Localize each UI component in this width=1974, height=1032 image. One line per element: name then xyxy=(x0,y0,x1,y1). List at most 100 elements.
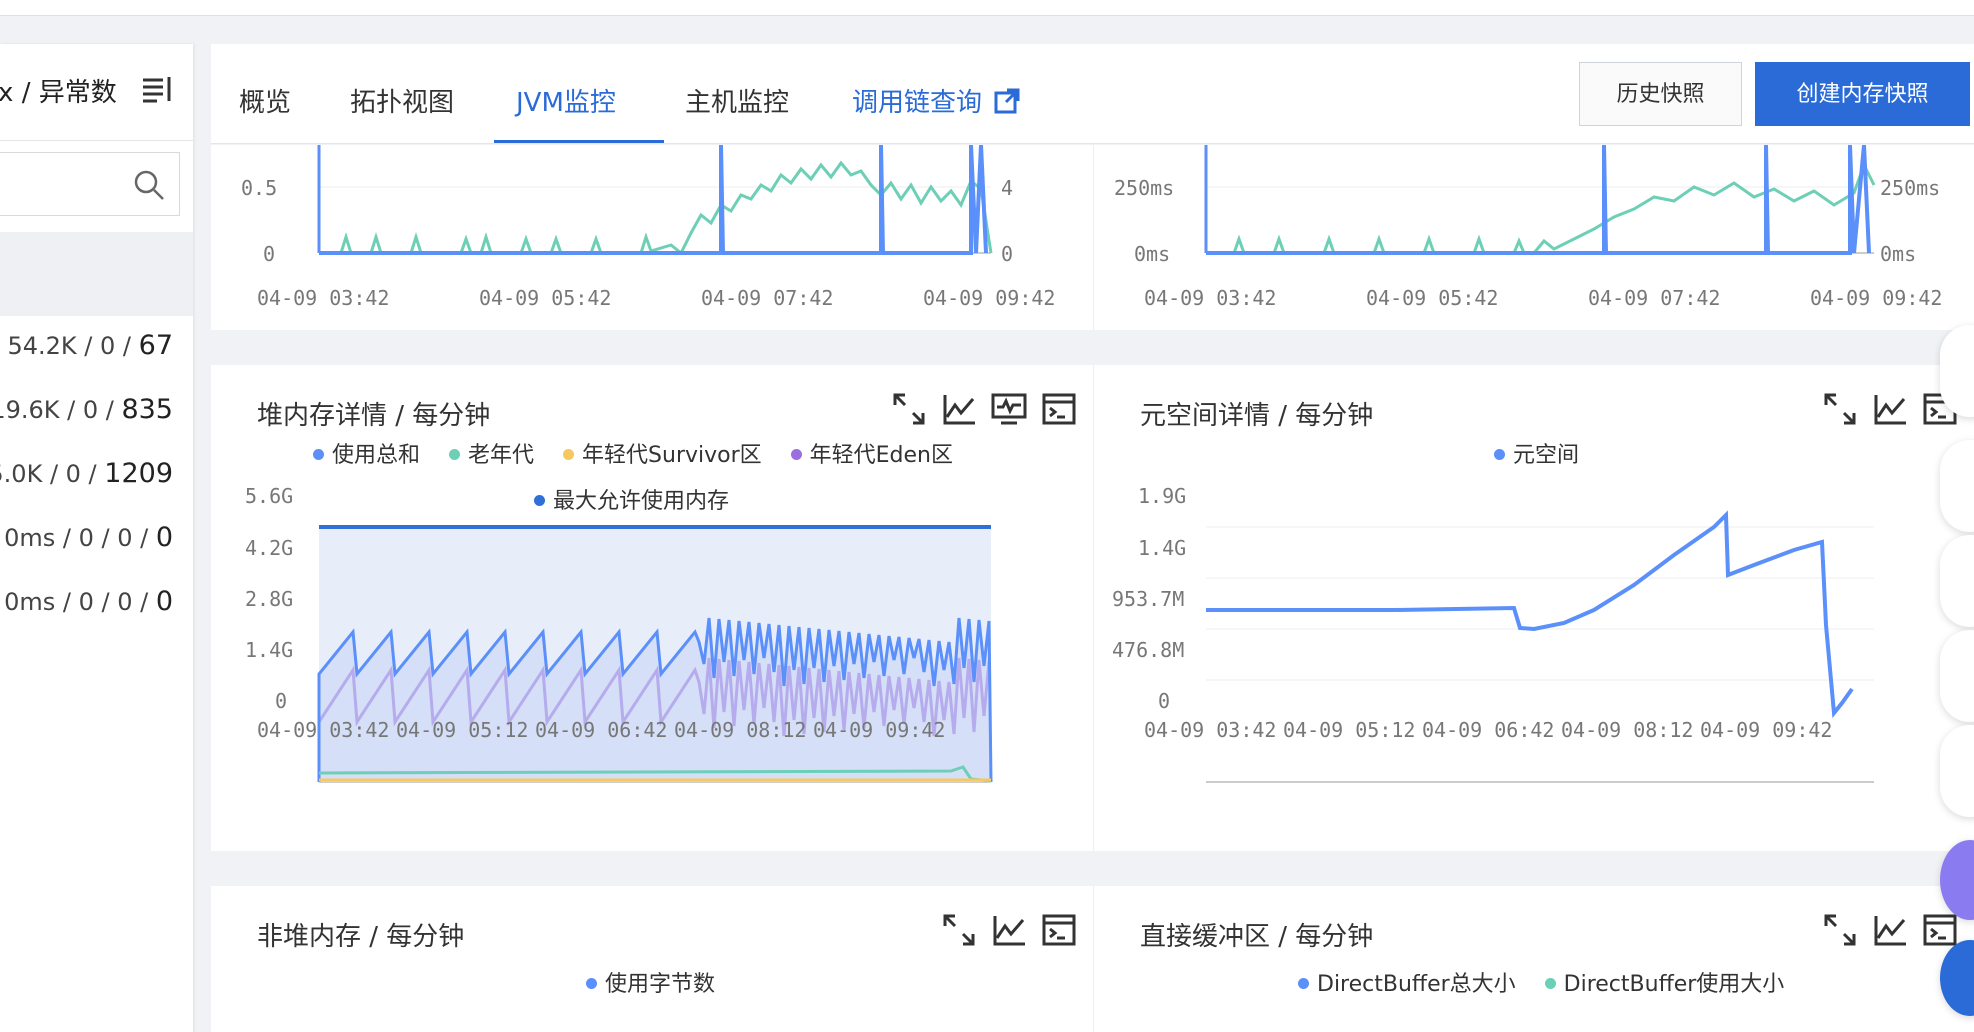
x-tick: 04-09 06:42 xyxy=(535,718,667,742)
tab-host[interactable]: 主机监控 xyxy=(685,88,790,118)
list-item[interactable]: / 54.2K / 0 / 67 xyxy=(0,330,173,361)
y-tick: 1.4G xyxy=(245,638,293,662)
top-left-chart: 0.5 0 4 0 04-09 03:42 04-09 05:42 04-09 … xyxy=(241,144,1055,310)
divider xyxy=(0,140,193,141)
y-tick: 476.8M xyxy=(1112,638,1184,662)
float-button-home[interactable] xyxy=(1940,325,1974,417)
list-item-count: 67 xyxy=(138,330,173,361)
y-tick: 953.7M xyxy=(1112,587,1184,611)
service-list-panel: x / 异常数 / 54.2K / 0 / 67 19.6K / 0 / 835… xyxy=(0,44,193,1032)
y-tick: 0 xyxy=(275,689,287,713)
tab-trace-link[interactable]: 调用链查询 xyxy=(852,82,1020,119)
x-tick: 04-09 05:42 xyxy=(1366,286,1498,310)
float-button-chart[interactable] xyxy=(1940,725,1974,817)
monitor-icon[interactable] xyxy=(991,391,1027,427)
legend-item[interactable]: DirectBuffer使用大小 xyxy=(1544,972,1784,997)
legend-item[interactable]: 元空间 xyxy=(1494,443,1579,468)
chart-card-top-left: 0.5 0 4 0 04-09 03:42 04-09 05:42 04-09 … xyxy=(211,144,1093,330)
list-item-stats: 19.6K / 0 / xyxy=(0,396,122,424)
fullscreen-icon[interactable] xyxy=(941,912,977,948)
list-item-count: 1209 xyxy=(104,458,173,489)
fullscreen-icon[interactable] xyxy=(1822,912,1858,948)
search-input[interactable] xyxy=(0,152,180,216)
tab-topology[interactable]: 拓扑视图 xyxy=(350,88,455,118)
float-button-translate[interactable] xyxy=(1940,535,1974,627)
heap-memory-card: 堆内存详情 / 每分钟 使用总和 老年代 年轻代Survivor区 年轻代Ede… xyxy=(211,365,1093,851)
console-icon[interactable] xyxy=(1922,912,1958,948)
legend-item[interactable]: 最大允许使用内存 xyxy=(534,489,729,514)
tab-bar: 概览 拓扑视图 JVM监控 主机监控 调用链查询 历史快照 创建内存快照 xyxy=(211,44,1974,144)
x-tick: 04-09 05:12 xyxy=(396,718,528,742)
chart-legend: 使用总和 老年代 年轻代Survivor区 年轻代Eden区 xyxy=(313,437,975,469)
heap-chart: 5.6G 4.2G 2.8G 1.4G 0 04-09 03:42 04-09 … xyxy=(245,484,993,783)
card-title: 非堆内存 / 每分钟 xyxy=(257,922,465,952)
top-bar xyxy=(0,0,1974,16)
create-heap-snapshot-button[interactable]: 创建内存快照 xyxy=(1755,62,1970,126)
list-item-stats: 0ms / 0 / 0 / xyxy=(4,588,156,616)
metaspace-chart: 1.9G 1.4G 953.7M 476.8M 0 04-09 03:42 04… xyxy=(1112,484,1874,783)
y-tick: 4.2G xyxy=(245,536,293,560)
metaspace-card: 元空间详情 / 每分钟 元空间 1.9G 1.4G 953.7M 476.8M … xyxy=(1093,365,1974,851)
top-left-green-series xyxy=(319,160,993,256)
list-item-count: 835 xyxy=(121,394,173,425)
y-tick: 0 xyxy=(263,242,275,266)
x-tick: 04-09 05:12 xyxy=(1283,718,1415,742)
chart-legend-row2: 最大允许使用内存 xyxy=(534,483,751,515)
x-tick: 04-09 09:42 xyxy=(1810,286,1942,310)
list-item-count: 0 xyxy=(155,586,173,617)
y-tick: 1.4G xyxy=(1138,536,1186,560)
tab-jvm[interactable]: JVM监控 xyxy=(516,88,616,118)
list-header-label: x / 异常数 xyxy=(0,78,117,108)
line-chart-icon[interactable] xyxy=(941,391,977,427)
fullscreen-icon[interactable] xyxy=(1822,391,1858,427)
legend-item[interactable]: 使用总和 xyxy=(313,443,420,468)
float-button-cart[interactable] xyxy=(1940,440,1974,532)
list-item-selected[interactable] xyxy=(0,232,193,316)
legend-item[interactable]: 年轻代Survivor区 xyxy=(563,443,762,468)
y-tick: 0ms xyxy=(1134,242,1170,266)
card-toolbar xyxy=(941,912,1077,948)
console-icon[interactable] xyxy=(1041,391,1077,427)
sort-icon[interactable] xyxy=(143,77,173,110)
top-right-chart: 250ms 0ms 250ms 0ms 04-09 03:42 04-09 05… xyxy=(1114,144,1942,310)
x-tick: 04-09 09:42 xyxy=(923,286,1055,310)
tab-overview[interactable]: 概览 xyxy=(239,88,292,118)
list-header: x / 异常数 xyxy=(0,72,173,110)
list-item-count: 0 xyxy=(155,522,173,553)
line-chart-icon[interactable] xyxy=(991,912,1027,948)
external-link-icon xyxy=(994,88,1020,114)
direct-buffer-card: 直接缓冲区 / 每分钟 DirectBuffer总大小 DirectBuffer… xyxy=(1093,886,1974,1032)
history-snapshot-button[interactable]: 历史快照 xyxy=(1579,62,1742,126)
chart-legend: DirectBuffer总大小 DirectBuffer使用大小 xyxy=(1298,966,1806,998)
metaspace-series xyxy=(1206,510,1854,719)
list-item[interactable]: 19.6K / 0 / 835 xyxy=(0,394,173,425)
chart-legend: 使用字节数 xyxy=(586,966,737,998)
list-item[interactable]: 5.0K / 0 / 1209 xyxy=(0,458,173,489)
y-tick: 5.6G xyxy=(245,484,293,508)
x-tick: 04-09 08:12 xyxy=(674,718,806,742)
chart-card-top-right: 250ms 0ms 250ms 0ms 04-09 03:42 04-09 05… xyxy=(1093,144,1974,330)
legend-item[interactable]: 老年代 xyxy=(449,443,534,468)
x-tick: 04-09 09:42 xyxy=(1700,718,1832,742)
float-button-settings[interactable] xyxy=(1940,630,1974,722)
line-chart-icon[interactable] xyxy=(1872,912,1908,948)
fullscreen-icon[interactable] xyxy=(891,391,927,427)
line-chart-icon[interactable] xyxy=(1872,391,1908,427)
legend-item[interactable]: 使用字节数 xyxy=(586,972,715,997)
search-icon[interactable] xyxy=(133,169,165,205)
y-tick-right: 0 xyxy=(1001,242,1013,266)
y-tick-right: 250ms xyxy=(1880,176,1940,200)
tab-trace-label: 调用链查询 xyxy=(852,88,983,118)
list-item[interactable]: 0ms / 0 / 0 / 0 xyxy=(4,522,173,553)
top-right-blue-series xyxy=(1206,144,1871,255)
y-tick: 2.8G xyxy=(245,587,293,611)
list-item[interactable]: 0ms / 0 / 0 / 0 xyxy=(4,586,173,617)
y-tick: 0.5 xyxy=(241,176,277,200)
y-tick: 0 xyxy=(1158,689,1170,713)
x-tick: 04-09 03:42 xyxy=(1144,718,1276,742)
legend-item[interactable]: 年轻代Eden区 xyxy=(790,443,953,468)
x-tick: 04-09 05:42 xyxy=(479,286,611,310)
x-tick: 04-09 08:12 xyxy=(1561,718,1693,742)
console-icon[interactable] xyxy=(1041,912,1077,948)
legend-item[interactable]: DirectBuffer总大小 xyxy=(1298,972,1516,997)
